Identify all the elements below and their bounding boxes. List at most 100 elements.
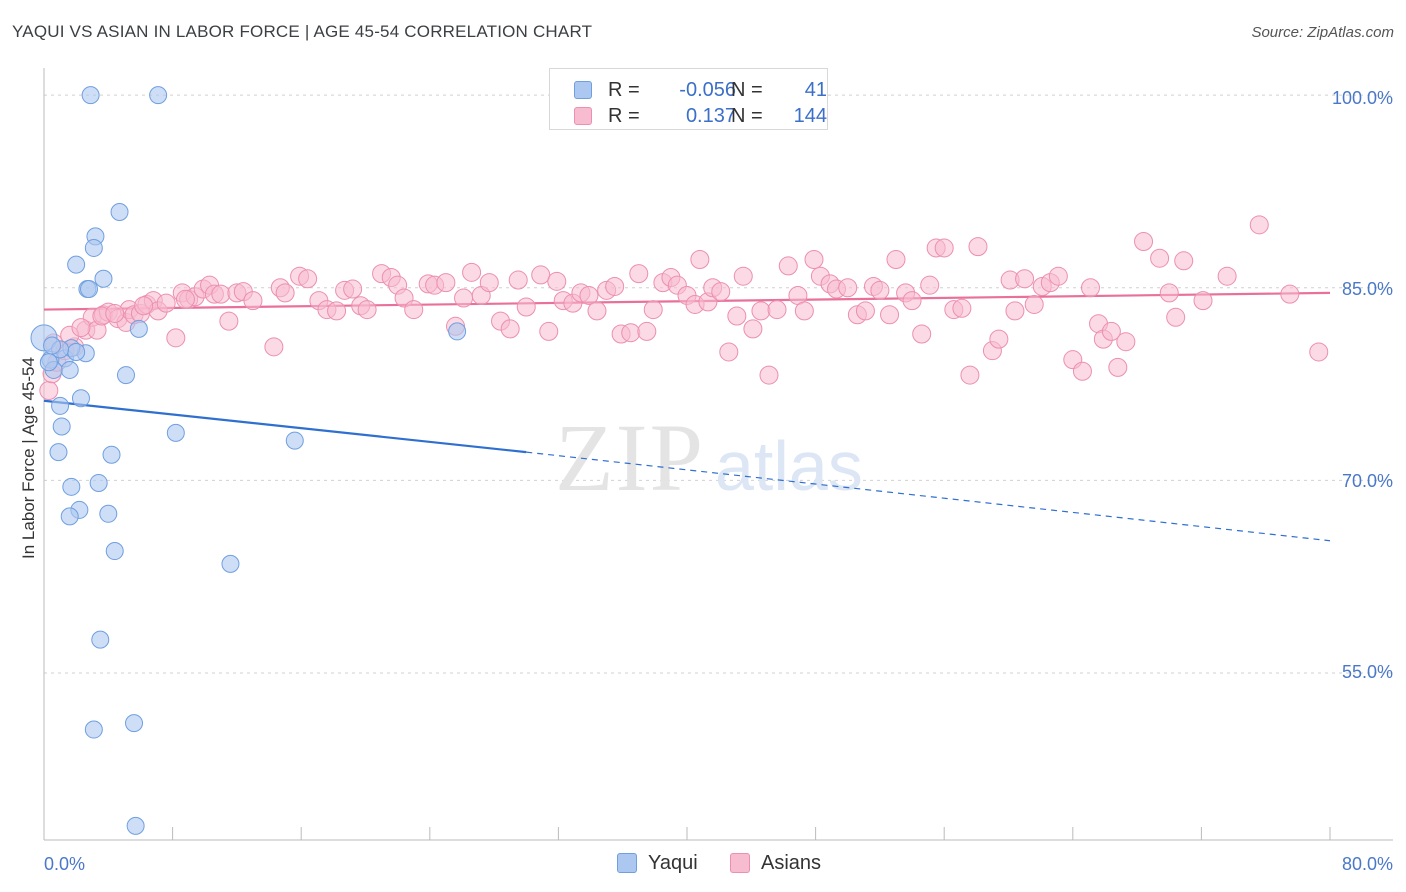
asian-point: [605, 276, 625, 296]
asian-point: [1159, 283, 1179, 303]
asian-point: [436, 273, 456, 293]
asian-point: [968, 237, 988, 257]
yaqui-point: [221, 554, 240, 573]
legend-n-value: 41: [804, 79, 827, 101]
yaqui-point: [89, 473, 108, 492]
asian-point: [1193, 291, 1213, 311]
asian-point: [743, 319, 763, 339]
asian-point: [880, 305, 900, 325]
yaqui-point: [125, 714, 144, 733]
yaqui-point: [102, 445, 121, 464]
source-label: Source: ZipAtlas.com: [1251, 24, 1394, 41]
legend-n-value: 144: [793, 105, 827, 127]
asian-point: [1309, 342, 1329, 362]
yaqui-point: [60, 360, 79, 379]
yaqui-point: [49, 443, 68, 462]
asian-legend-label: Asians: [761, 852, 822, 874]
yaqui-point: [285, 431, 304, 450]
asian-point: [733, 266, 753, 286]
yaqui-point: [84, 720, 103, 739]
asian-point: [298, 269, 318, 289]
asian-point: [855, 301, 875, 321]
asian-point: [989, 329, 1009, 349]
asian-point: [357, 300, 377, 320]
asian-point: [211, 284, 231, 304]
asian-point: [711, 282, 731, 302]
asian-point: [886, 249, 906, 269]
legend-r-label: R =: [608, 79, 640, 101]
asian-point: [105, 303, 125, 323]
asian-point: [690, 249, 710, 269]
yaqui-point: [67, 342, 86, 361]
y-tick-label-55: 55.0%: [1342, 662, 1393, 682]
yaqui-point: [110, 202, 129, 221]
asian-point: [912, 324, 932, 344]
asian-point: [547, 271, 567, 291]
legend-r-label: R =: [608, 105, 640, 127]
asian-point: [539, 321, 559, 341]
y-tick-label-70: 70.0%: [1342, 471, 1393, 491]
yaqui-point: [105, 542, 124, 561]
asian-point: [637, 321, 657, 341]
legend-row-asians: R = 0.137 N = 144: [574, 103, 827, 127]
yaqui-point: [84, 238, 103, 257]
asian-point: [804, 249, 824, 269]
yaqui-point: [62, 477, 81, 496]
asian-point: [870, 280, 890, 300]
bottom-legend-yaqui: Yaqui: [617, 852, 717, 876]
yaqui-point: [448, 322, 467, 341]
asian-point: [759, 365, 779, 385]
yaqui-point: [43, 336, 62, 355]
watermark-zip: ZIP: [555, 404, 705, 511]
asian-point: [920, 275, 940, 295]
y-tick-label-85: 85.0%: [1342, 279, 1393, 299]
yaqui-point: [166, 423, 185, 442]
asian-point: [960, 365, 980, 385]
asian-point: [404, 300, 424, 320]
yaqui-points: [30, 86, 467, 835]
asian-point: [531, 265, 551, 285]
yaqui-point: [81, 86, 100, 105]
yaqui-legend-swatch: [617, 853, 637, 873]
asian-point: [39, 380, 59, 400]
asian-point: [579, 285, 599, 305]
asian-point: [508, 270, 528, 290]
yaqui-trend-extension: [526, 451, 1331, 542]
yaqui-point: [71, 389, 90, 408]
asian-points: [39, 215, 1329, 400]
asian-point: [1217, 266, 1237, 286]
asian-point: [587, 301, 607, 321]
asian-point: [516, 297, 536, 317]
asian-point: [794, 301, 814, 321]
asian-point: [479, 273, 499, 293]
asian-point: [1249, 215, 1269, 235]
asian-point: [767, 300, 787, 320]
asian-point: [454, 288, 474, 308]
yaqui-point: [67, 255, 86, 274]
asian-swatch: [574, 107, 592, 125]
asian-point: [1166, 307, 1186, 327]
asian-point: [134, 296, 154, 316]
asian-point: [1024, 294, 1044, 314]
asian-point: [500, 319, 520, 339]
yaqui-point: [149, 86, 168, 105]
yaqui-point: [116, 366, 135, 385]
asian-point: [219, 311, 239, 331]
yaqui-swatch: [574, 81, 592, 99]
asian-point: [952, 298, 972, 318]
legend-n-label: N =: [731, 79, 763, 101]
asian-point: [1048, 266, 1068, 286]
asian-point: [719, 342, 739, 362]
yaqui-point: [94, 269, 113, 288]
correlation-legend: R = -0.056 N = 41 R = 0.137 N = 144: [549, 68, 828, 130]
yaqui-point: [52, 417, 71, 436]
asian-point: [778, 256, 798, 276]
asian-point: [343, 279, 363, 299]
asian-point: [166, 328, 186, 348]
asian-point: [1080, 278, 1100, 298]
watermark-atlas: atlas: [715, 427, 863, 505]
yaqui-point: [91, 630, 110, 649]
asian-point: [275, 283, 295, 303]
asian-point: [1072, 361, 1092, 381]
